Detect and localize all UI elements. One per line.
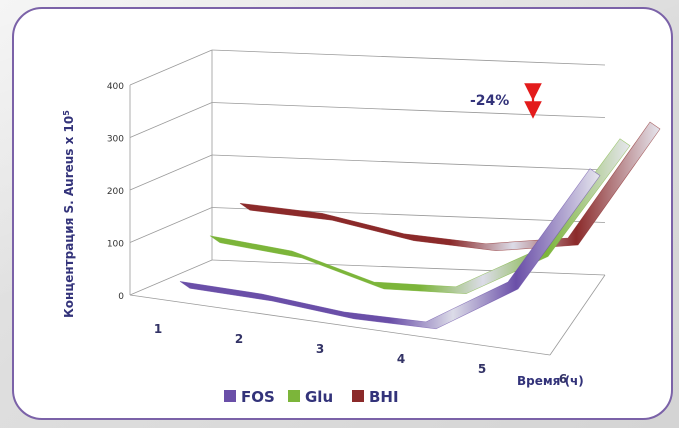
y-tick-label: 300 (107, 135, 124, 145)
labels: 1 2 3 4 5 6 (154, 322, 567, 386)
x-tick-label: 3 (316, 342, 324, 356)
legend: FOS Glu BHI (224, 388, 399, 406)
legend-swatch-bhi (352, 390, 364, 402)
x-axis-label: Время (ч) (517, 374, 584, 388)
legend-label-bhi: BHI (369, 388, 399, 406)
x-tick-label: 6 (559, 372, 567, 386)
gridline-left (129, 207, 213, 243)
series-bhi-ribbon (239, 121, 661, 252)
gridline-left (129, 154, 213, 191)
y-tick-label: 400 (107, 82, 124, 92)
gridline-back (211, 259, 606, 276)
x-tick-label: 1 (154, 322, 162, 336)
legend-label-fos: FOS (241, 388, 275, 406)
legend-label-glu: Glu (305, 388, 333, 406)
floor-right-edge (549, 274, 606, 356)
y-axis-label: Концентрация S. Aureus x 105 (62, 110, 77, 318)
y-tick-label: 100 (107, 240, 124, 250)
axes (129, 50, 606, 356)
legend-swatch-glu (288, 390, 300, 402)
gridline-back (211, 102, 606, 118)
x-tick-label: 4 (397, 352, 405, 366)
gridline-back (211, 49, 606, 66)
series-glu-ribbon (209, 138, 631, 295)
gridline-back (211, 154, 606, 171)
y-tick-label: 0 (118, 292, 124, 302)
y-tick-label: 200 (107, 187, 124, 197)
grid: 0 100 200 300 400 (107, 49, 606, 302)
legend-swatch-fos (224, 390, 236, 402)
gridline-left (129, 49, 213, 86)
gridline-left (129, 102, 213, 138)
x-tick-label: 5 (478, 362, 486, 376)
x-axis-line (129, 294, 551, 356)
series-fos-ribbon (179, 168, 601, 330)
gridline-left (129, 259, 213, 296)
annotation-label: -24% (470, 93, 509, 109)
x-tick-label: 2 (235, 332, 243, 346)
series (179, 121, 661, 330)
